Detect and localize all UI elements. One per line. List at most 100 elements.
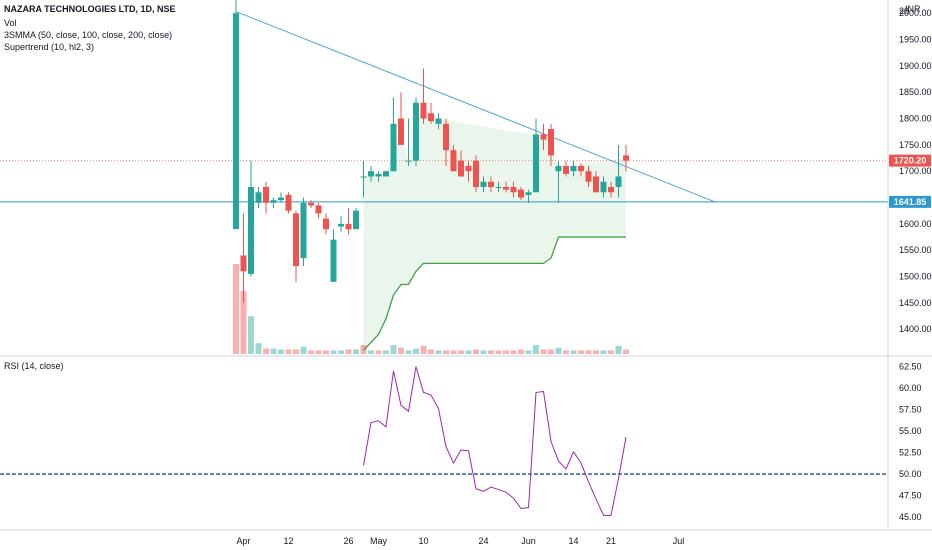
candle[interactable] bbox=[240, 213, 247, 303]
candle[interactable] bbox=[608, 181, 614, 198]
candle[interactable] bbox=[578, 163, 584, 177]
candle-body bbox=[578, 165, 584, 172]
candle[interactable] bbox=[480, 176, 487, 193]
supertrend-legend[interactable]: Supertrend (10, hl2, 3) bbox=[4, 42, 95, 52]
candle-body bbox=[338, 223, 344, 227]
volume-bar bbox=[248, 316, 254, 354]
moving-average-legend[interactable]: 3SMMA (50, close, 100, close, 200, close… bbox=[4, 30, 173, 40]
level-price-tag[interactable]: 1641.85 bbox=[889, 195, 931, 208]
candle[interactable] bbox=[353, 208, 359, 230]
candle-body bbox=[263, 187, 269, 203]
candle-body bbox=[300, 202, 307, 259]
rsi-legend[interactable]: RSI (14, close) bbox=[4, 361, 64, 371]
volume-bar bbox=[285, 349, 292, 354]
candle[interactable] bbox=[248, 160, 254, 277]
candle[interactable] bbox=[533, 118, 539, 193]
candle[interactable] bbox=[233, 0, 239, 230]
volume-bar bbox=[578, 350, 584, 354]
candle[interactable] bbox=[315, 202, 322, 219]
candle[interactable] bbox=[555, 160, 562, 203]
candle[interactable] bbox=[413, 97, 419, 166]
candle-body bbox=[323, 218, 329, 230]
rsi-tick-label: 57.50 bbox=[899, 405, 922, 415]
volume-bar bbox=[450, 350, 457, 354]
candle[interactable] bbox=[345, 208, 352, 235]
candle[interactable] bbox=[443, 118, 449, 166]
price-pane[interactable] bbox=[0, 0, 888, 354]
price-axis-top-label: 20 bbox=[899, 6, 909, 16]
candle[interactable] bbox=[525, 189, 532, 203]
rsi-tick-label: 60.00 bbox=[899, 383, 922, 393]
price-tick-label: 2000.00 bbox=[899, 8, 932, 18]
candle[interactable] bbox=[623, 144, 629, 172]
candle[interactable] bbox=[510, 181, 517, 198]
volume-bar bbox=[293, 349, 299, 354]
candle[interactable] bbox=[420, 68, 427, 124]
candle[interactable] bbox=[540, 123, 547, 151]
candle[interactable] bbox=[330, 229, 337, 282]
candle[interactable] bbox=[255, 187, 262, 209]
candle[interactable] bbox=[300, 197, 307, 267]
rsi-line[interactable] bbox=[363, 366, 627, 516]
rsi-tick-label: 62.50 bbox=[899, 362, 922, 372]
candle[interactable] bbox=[563, 160, 569, 177]
rsi-pane[interactable] bbox=[0, 366, 888, 516]
supertrend-line bbox=[363, 236, 626, 351]
volume-bar bbox=[345, 349, 352, 354]
candle-body bbox=[525, 192, 532, 195]
candle[interactable] bbox=[405, 118, 412, 166]
candle[interactable] bbox=[473, 155, 479, 193]
candle[interactable] bbox=[368, 165, 374, 182]
candle[interactable] bbox=[465, 160, 472, 182]
candle[interactable] bbox=[285, 192, 292, 214]
candle[interactable] bbox=[398, 92, 404, 145]
last-price-tag[interactable]: 1720.20 bbox=[889, 154, 931, 167]
symbol-title[interactable]: NAZARA TECHNOLOGIES LTD, 1D, NSE bbox=[4, 4, 176, 14]
candle[interactable] bbox=[270, 197, 277, 209]
candle[interactable] bbox=[600, 176, 607, 198]
candle[interactable] bbox=[495, 181, 502, 193]
candle[interactable] bbox=[488, 176, 494, 193]
candle-body bbox=[518, 189, 524, 198]
candle[interactable] bbox=[435, 113, 442, 130]
price-tick-label: 1850.00 bbox=[899, 87, 932, 97]
volume-bar bbox=[480, 350, 487, 354]
volume-bar bbox=[375, 350, 382, 354]
price-tick-label: 1600.00 bbox=[899, 219, 932, 229]
candle[interactable] bbox=[390, 97, 397, 172]
candle[interactable] bbox=[518, 187, 524, 201]
volume-bar bbox=[570, 350, 577, 354]
candle[interactable] bbox=[375, 171, 382, 182]
candle[interactable] bbox=[383, 171, 389, 177]
candle[interactable] bbox=[503, 181, 509, 193]
candle[interactable] bbox=[548, 123, 554, 166]
candle[interactable] bbox=[293, 210, 299, 282]
candle-body bbox=[308, 202, 314, 206]
volume-bar bbox=[398, 347, 404, 354]
candle[interactable] bbox=[263, 181, 269, 214]
candle[interactable] bbox=[615, 144, 622, 198]
candle[interactable] bbox=[450, 144, 457, 172]
candle[interactable] bbox=[585, 165, 592, 188]
candle[interactable] bbox=[593, 171, 599, 193]
supertrend-fill bbox=[363, 110, 626, 351]
candle[interactable] bbox=[458, 150, 464, 177]
candle[interactable] bbox=[360, 160, 367, 198]
level-price-tag-bg bbox=[889, 195, 931, 208]
price-tick-label: 1500.00 bbox=[899, 272, 932, 282]
candle-body bbox=[555, 165, 562, 172]
candle[interactable] bbox=[338, 215, 344, 232]
candle[interactable] bbox=[428, 102, 434, 124]
price-axis-background bbox=[888, 0, 932, 550]
candle[interactable] bbox=[278, 192, 284, 203]
volume-legend[interactable]: Vol bbox=[4, 18, 17, 28]
candle-body bbox=[240, 255, 247, 272]
candle-body bbox=[293, 213, 299, 267]
candle[interactable] bbox=[570, 160, 577, 177]
candle[interactable] bbox=[323, 213, 329, 235]
trendline[interactable] bbox=[235, 11, 717, 203]
candle[interactable] bbox=[308, 200, 314, 209]
volume-bar bbox=[420, 345, 427, 354]
